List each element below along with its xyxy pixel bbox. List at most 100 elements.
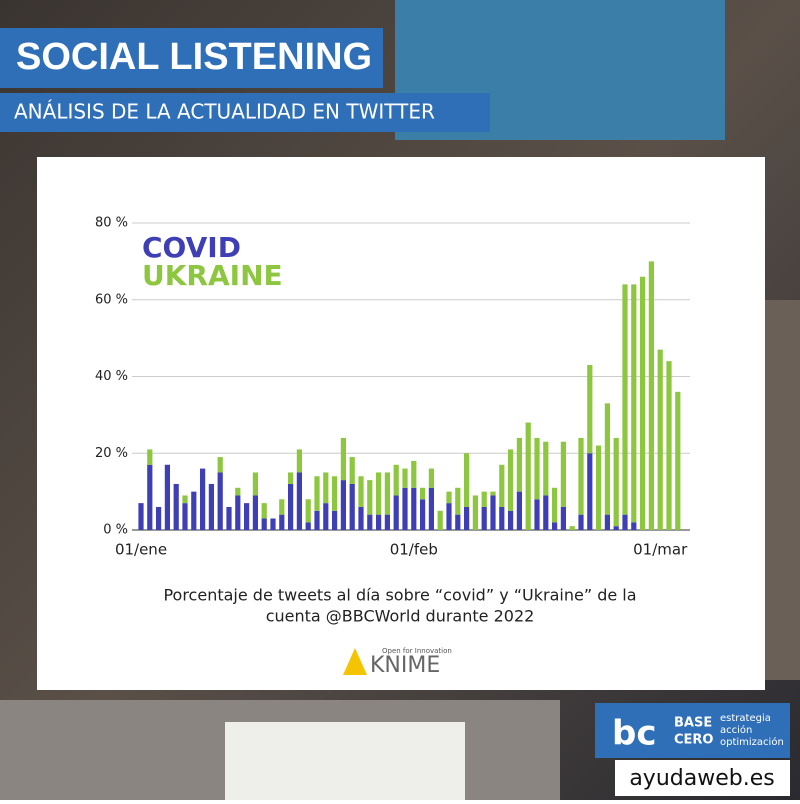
bar bbox=[332, 510, 338, 530]
bar bbox=[481, 491, 487, 507]
bar bbox=[173, 483, 179, 530]
bar bbox=[261, 503, 267, 519]
bar bbox=[358, 476, 364, 507]
bar bbox=[657, 349, 663, 530]
knime: KNIME bbox=[370, 653, 440, 678]
site-box bbox=[615, 760, 790, 796]
bar bbox=[305, 499, 311, 523]
bar bbox=[428, 487, 434, 530]
bar bbox=[332, 476, 338, 511]
site: ayudaweb.es bbox=[629, 766, 774, 791]
bar bbox=[631, 284, 637, 523]
bar bbox=[288, 483, 294, 530]
bar bbox=[525, 422, 531, 530]
bar bbox=[560, 441, 566, 507]
y-tick-label: 40 % bbox=[95, 369, 128, 384]
bar bbox=[367, 480, 373, 515]
bar bbox=[191, 491, 197, 530]
bar bbox=[208, 483, 214, 530]
bar bbox=[446, 491, 452, 504]
y-tick-label: 20 % bbox=[95, 446, 128, 461]
bar bbox=[296, 449, 302, 473]
bar bbox=[384, 472, 390, 515]
bar bbox=[402, 468, 408, 488]
bar bbox=[587, 453, 593, 530]
bar bbox=[508, 510, 514, 530]
bar bbox=[296, 472, 302, 530]
bar bbox=[279, 499, 285, 515]
y-tick-label: 60 % bbox=[95, 292, 128, 307]
caption: cuenta @BBCWorld durante 2022 bbox=[266, 607, 535, 626]
bar bbox=[428, 468, 434, 488]
bar bbox=[446, 503, 452, 530]
bar bbox=[534, 437, 540, 500]
bar bbox=[499, 464, 505, 507]
brand-line: estrategia bbox=[720, 713, 771, 724]
bar bbox=[340, 437, 346, 481]
bar bbox=[200, 468, 206, 530]
bar bbox=[516, 491, 522, 530]
knime-logo bbox=[343, 648, 367, 675]
legend-entry: COVID bbox=[142, 231, 241, 264]
bar bbox=[481, 506, 487, 530]
bar bbox=[543, 441, 549, 496]
brand-logo: bc bbox=[612, 714, 657, 754]
bar bbox=[464, 453, 470, 507]
bar bbox=[499, 506, 505, 530]
x-tick-label: 01/feb bbox=[390, 541, 438, 559]
bar bbox=[508, 449, 514, 511]
bar bbox=[613, 437, 619, 527]
sticker bbox=[225, 722, 465, 800]
x-tick-label: 01/mar bbox=[633, 541, 688, 559]
bar bbox=[261, 518, 267, 530]
bar bbox=[648, 261, 654, 530]
bar bbox=[288, 472, 294, 484]
brand-line: optimización bbox=[720, 736, 784, 748]
bar bbox=[666, 361, 672, 530]
bar bbox=[252, 472, 258, 496]
bar bbox=[147, 464, 153, 530]
subtitle-box bbox=[0, 93, 490, 132]
bar bbox=[349, 457, 355, 484]
bar bbox=[376, 472, 382, 515]
bar bbox=[455, 514, 461, 530]
x-tick-label: 01/ene bbox=[115, 541, 167, 559]
bar bbox=[314, 476, 320, 511]
bar bbox=[464, 506, 470, 530]
bar bbox=[552, 487, 558, 523]
bar bbox=[604, 403, 610, 515]
bar bbox=[569, 526, 575, 530]
bar bbox=[279, 514, 285, 530]
bar bbox=[640, 276, 646, 530]
bar bbox=[560, 506, 566, 530]
brand-box bbox=[595, 703, 790, 758]
bar bbox=[138, 503, 144, 530]
bar bbox=[376, 514, 382, 530]
bar bbox=[384, 514, 390, 530]
bar bbox=[622, 284, 628, 515]
brand-line: acción bbox=[720, 724, 752, 736]
bar bbox=[323, 472, 329, 504]
bar bbox=[604, 514, 610, 530]
bar bbox=[402, 487, 408, 530]
bar bbox=[217, 472, 223, 530]
bar bbox=[596, 445, 602, 530]
y-tick-label: 0 % bbox=[103, 523, 128, 538]
bar bbox=[420, 499, 426, 530]
title-box bbox=[0, 28, 383, 88]
brand: CERO bbox=[674, 733, 713, 748]
bar bbox=[217, 457, 223, 473]
bar bbox=[305, 522, 311, 530]
bar bbox=[235, 495, 241, 530]
bar bbox=[147, 449, 153, 465]
bar bbox=[622, 514, 628, 530]
bar bbox=[675, 391, 681, 530]
bar bbox=[552, 522, 558, 530]
bar bbox=[411, 487, 417, 530]
bar bbox=[314, 510, 320, 530]
bar bbox=[182, 503, 188, 530]
bar bbox=[164, 464, 170, 530]
subtitle: ANÁLISIS DE LA ACTUALIDAD EN TWITTER bbox=[14, 100, 435, 124]
bar bbox=[393, 464, 399, 496]
